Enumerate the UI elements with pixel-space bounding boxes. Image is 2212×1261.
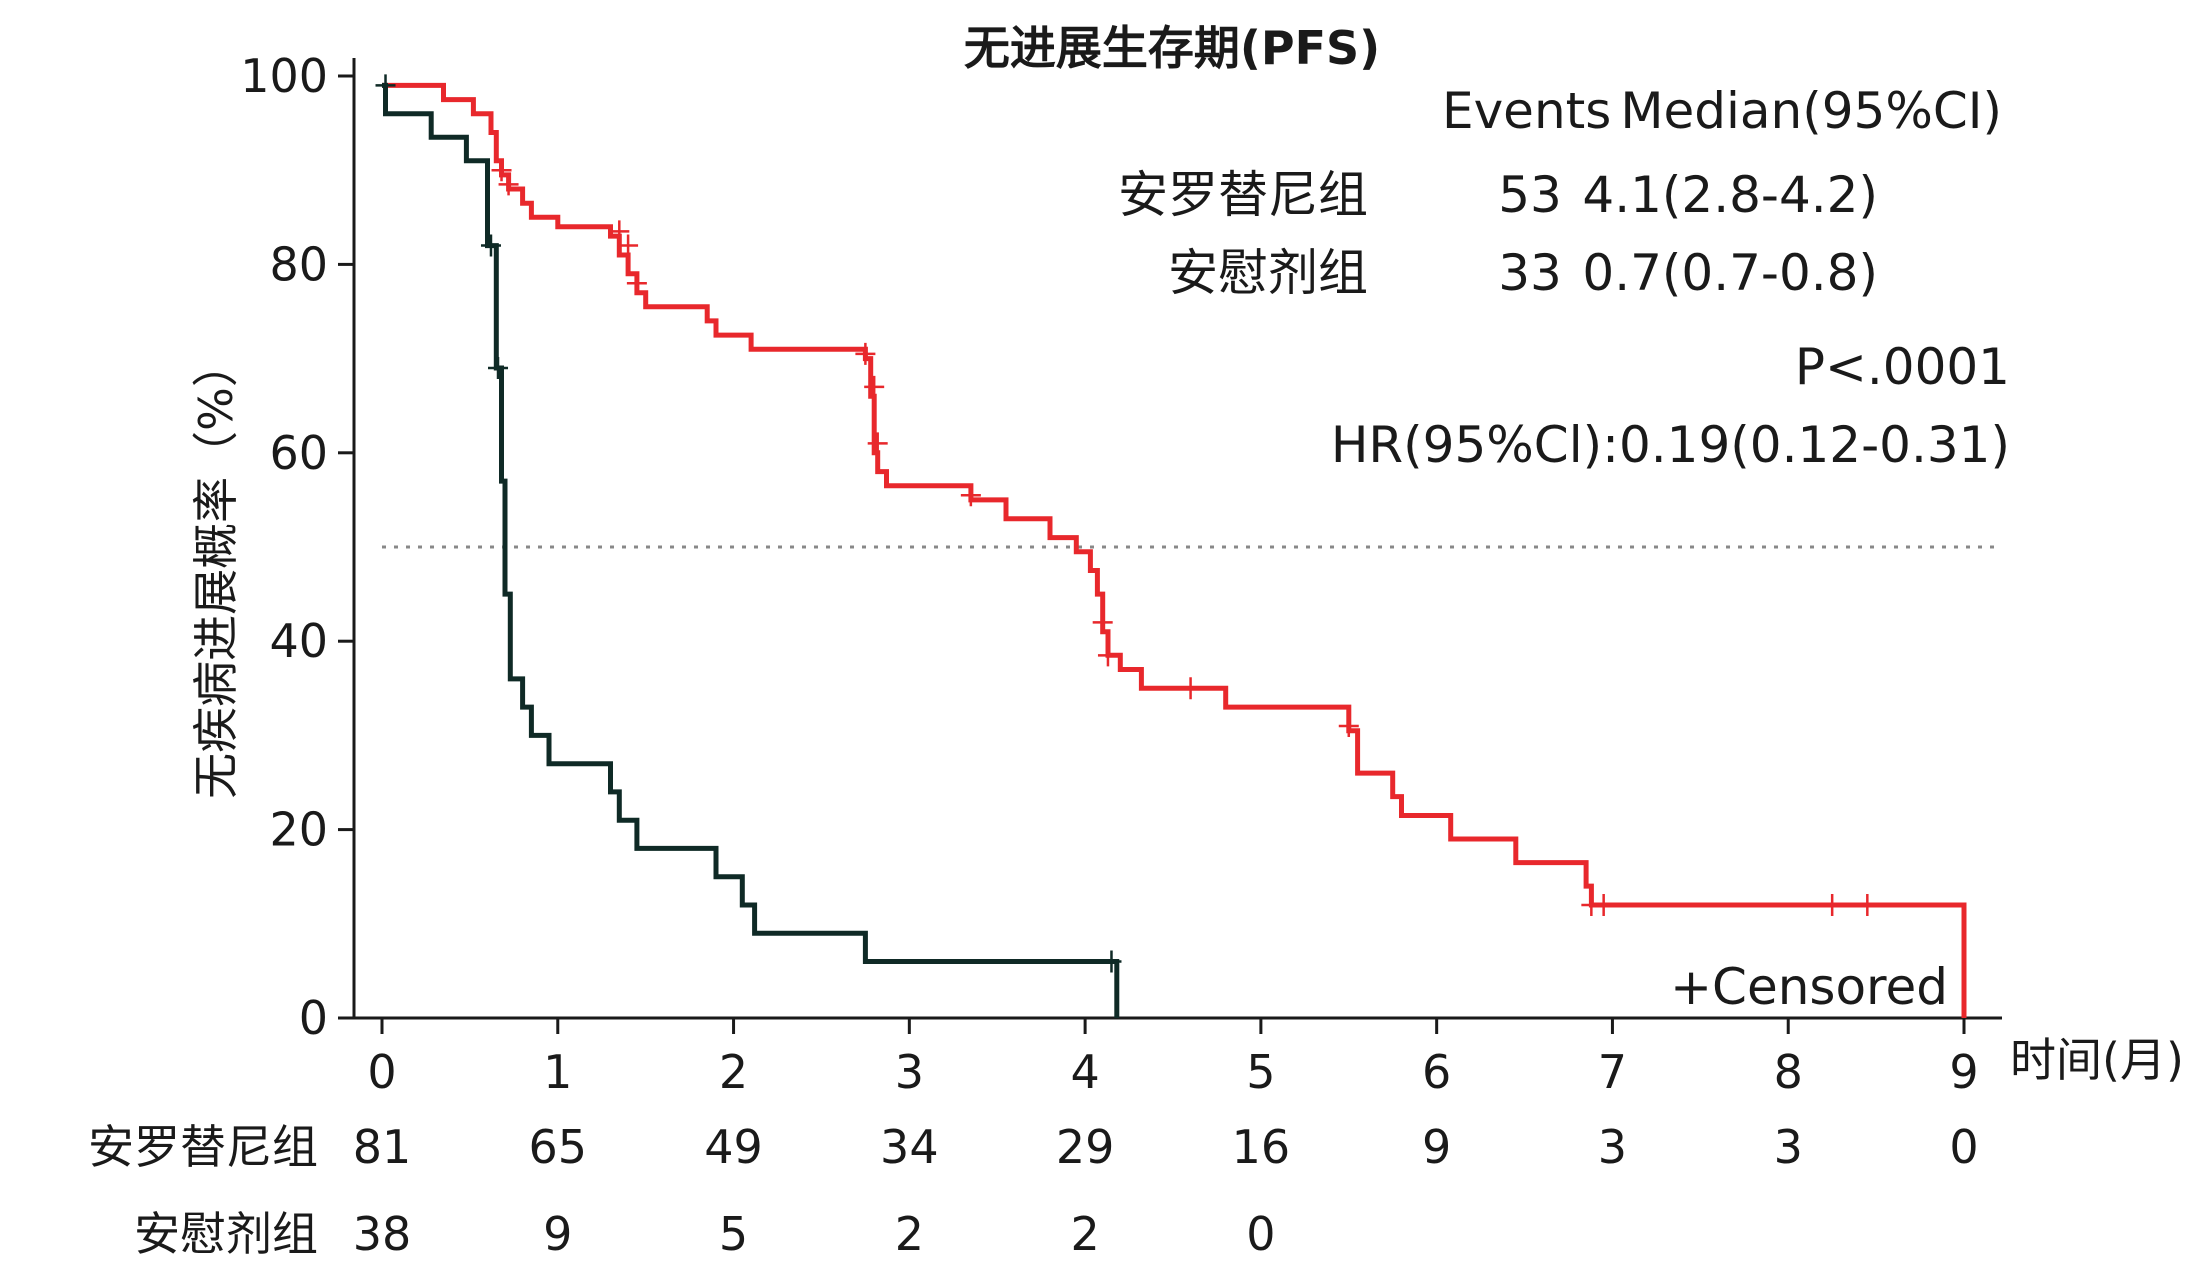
censor-mark — [375, 74, 396, 97]
y-axis-label: 无疾病进展概率（%） — [189, 341, 243, 799]
risk-value: 0 — [1246, 1207, 1275, 1261]
x-tick-label: 0 — [367, 1045, 396, 1099]
risk-value: 5 — [719, 1207, 748, 1261]
y-tick-label: 80 — [269, 237, 328, 291]
censor-mark — [1097, 644, 1118, 667]
x-tick-label: 1 — [543, 1045, 572, 1099]
risk-value: 2 — [1070, 1207, 1099, 1261]
x-axis-label: 时间(月) — [2010, 1033, 2184, 1087]
risk-table: 安罗替尼组 81 65 49 34 29 16 9 3 3 0 安慰剂组 38 9 5 2 2 0 — [88, 1120, 1979, 1261]
censor-mark — [1180, 677, 1201, 700]
censor-mark — [1593, 893, 1614, 916]
censor-mark — [960, 484, 981, 507]
series-line-placebo — [382, 82, 1120, 1018]
risk-value: 29 — [1056, 1120, 1115, 1174]
x-tick-label: 6 — [1422, 1045, 1451, 1099]
y-tick-label: 0 — [299, 991, 328, 1045]
risk-value: 38 — [353, 1207, 412, 1261]
plot-area: 0 20 40 60 80 100 0 1 2 3 4 5 6 7 8 9 — [240, 49, 2002, 1099]
legend-row-events: 33 — [1498, 244, 1562, 302]
x-tick-label: 9 — [1949, 1045, 1978, 1099]
legend-row-name: 安罗替尼组 — [1118, 166, 1368, 224]
risk-value: 3 — [1598, 1120, 1627, 1174]
risk-value: 49 — [704, 1120, 763, 1174]
risk-value: 9 — [1422, 1120, 1451, 1174]
risk-row-name: 安罗替尼组 — [88, 1120, 318, 1174]
x-tick-label: 4 — [1070, 1045, 1099, 1099]
hazard-ratio: HR(95%Cl):0.19(0.12-0.31) — [1331, 416, 2010, 474]
legend-row-median: 0.7(0.7-0.8) — [1582, 244, 1878, 302]
censor-mark — [480, 234, 501, 257]
series-group — [375, 74, 1967, 1018]
chart-title: 无进展生存期(PFS) — [964, 21, 1380, 75]
legend-row-median: 4.1(2.8-4.2) — [1582, 166, 1878, 224]
risk-row-name: 安慰剂组 — [134, 1207, 318, 1261]
risk-value: 34 — [880, 1120, 939, 1174]
risk-value: 2 — [895, 1207, 924, 1261]
censor-mark — [1338, 714, 1359, 737]
legend-header-events: Events — [1442, 82, 1611, 140]
x-tick-label: 5 — [1246, 1045, 1275, 1099]
censor-mark — [1092, 611, 1113, 634]
x-tick-label: 7 — [1598, 1045, 1627, 1099]
legend: Events Median(95%CI) 安罗替尼组 53 4.1(2.8-4.… — [1118, 82, 2010, 1016]
censor-mark — [867, 432, 888, 455]
legend-row-name: 安慰剂组 — [1168, 244, 1368, 302]
censor-mark — [864, 375, 885, 398]
censor-mark — [609, 220, 630, 243]
x-tick-label: 2 — [719, 1045, 748, 1099]
p-value: P<.0001 — [1795, 338, 2010, 396]
risk-value: 16 — [1232, 1120, 1291, 1174]
censor-mark — [1101, 950, 1122, 973]
censor-mark — [618, 234, 639, 257]
risk-value: 0 — [1949, 1120, 1978, 1174]
series-line-treatment — [382, 82, 1967, 1018]
x-tick-label: 3 — [895, 1045, 924, 1099]
censor-mark — [488, 357, 509, 380]
y-tick-label: 40 — [269, 614, 328, 668]
censor-mark — [498, 173, 519, 196]
risk-value: 81 — [353, 1120, 412, 1174]
legend-header-median: Median(95%CI) — [1620, 82, 2002, 140]
legend-row-events: 53 — [1498, 166, 1562, 224]
y-tick-label: 100 — [240, 49, 328, 103]
y-axis-ticks: 0 20 40 60 80 100 — [240, 49, 354, 1045]
censor-mark — [491, 159, 512, 182]
x-tick-label: 8 — [1774, 1045, 1803, 1099]
censor-mark — [1822, 893, 1843, 916]
risk-value: 65 — [529, 1120, 588, 1174]
censored-label: +Censored — [1670, 958, 1948, 1016]
risk-value: 3 — [1774, 1120, 1803, 1174]
y-tick-label: 20 — [269, 803, 328, 857]
censor-mark — [855, 342, 876, 365]
censor-mark — [626, 272, 647, 295]
y-tick-label: 60 — [269, 426, 328, 480]
censor-mark — [1857, 893, 1878, 916]
x-axis-ticks: 0 1 2 3 4 5 6 7 8 9 — [367, 1018, 1979, 1099]
risk-value: 9 — [543, 1207, 572, 1261]
